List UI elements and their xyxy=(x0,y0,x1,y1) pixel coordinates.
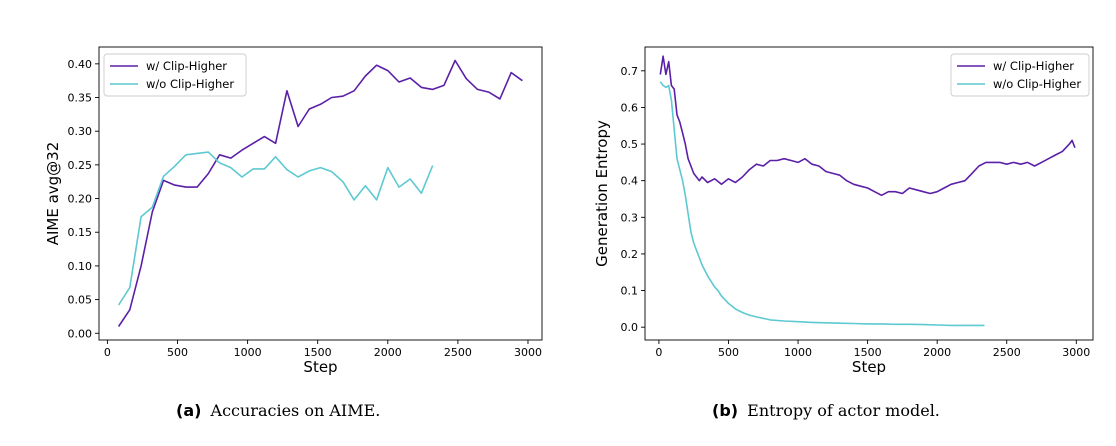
series-line-with xyxy=(659,55,1076,197)
y-tick-label: 0.4 xyxy=(621,175,639,188)
legend-box xyxy=(103,53,247,97)
legend-label: w/ Clip-Higher xyxy=(993,59,1074,73)
legend-label: w/o Clip-Higher xyxy=(993,77,1081,91)
caption-a: (a) Accuracies on AIME. xyxy=(176,401,380,420)
y-axis-label: AIME avg@32 xyxy=(44,142,62,246)
x-tick-label: 500 xyxy=(167,346,188,359)
caption-b-tag: (b) xyxy=(712,401,739,420)
caption-b: (b) Entropy of actor model. xyxy=(712,401,940,420)
y-tick-label: 0.0 xyxy=(621,321,639,334)
caption-b-text: Entropy of actor model. xyxy=(747,401,940,420)
x-tick-label: 1000 xyxy=(234,346,262,359)
y-tick-label: 0.5 xyxy=(621,138,639,151)
x-tick-label: 1500 xyxy=(304,346,332,359)
x-tick-label: 2000 xyxy=(923,346,951,359)
x-axis-label: Step xyxy=(852,358,886,376)
series-line-without xyxy=(659,81,985,327)
legend-box xyxy=(950,53,1090,97)
accuracy-chart: 0 500 1000 1500 2000 2500 3000 0.00 0.05 0.10 0.15… xyxy=(44,46,543,376)
y-tick-label: 0.05 xyxy=(68,294,93,307)
y-tick-label: 0.00 xyxy=(68,327,93,340)
x-tick-label: 2000 xyxy=(374,346,402,359)
legend-label: w/ Clip-Higher xyxy=(146,59,227,73)
series-line-without xyxy=(117,151,434,306)
caption-a-tag: (a) xyxy=(176,401,202,420)
x-tick-label: 3000 xyxy=(514,346,542,359)
x-tick-label: 0 xyxy=(104,346,111,359)
entropy-chart: 0 500 1000 1500 2000 2500 3000 0.0 0.1 0.2 0.3 0.4 0… xyxy=(593,46,1094,376)
x-tick-label: 2500 xyxy=(993,346,1021,359)
y-tick-label: 0.15 xyxy=(68,226,93,239)
x-tick-label: 1000 xyxy=(784,346,812,359)
x-tick-label: 2500 xyxy=(444,346,472,359)
y-tick-label: 0.3 xyxy=(621,211,639,224)
y-tick-label: 0.10 xyxy=(68,260,93,273)
y-tick-label: 0.30 xyxy=(68,125,93,138)
x-tick-label: 3000 xyxy=(1062,346,1090,359)
x-tick-label: 0 xyxy=(655,346,662,359)
y-tick-label: 0.40 xyxy=(68,58,93,71)
y-axis-label: Generation Entropy xyxy=(593,120,611,267)
y-tick-label: 0.1 xyxy=(621,285,639,298)
caption-a-text: Accuracies on AIME. xyxy=(210,401,381,420)
series-line-with xyxy=(117,59,523,327)
y-tick-label: 0.6 xyxy=(621,101,639,114)
y-tick-label: 0.35 xyxy=(68,92,93,105)
plot-frame xyxy=(644,46,1094,341)
legend-label: w/o Clip-Higher xyxy=(146,77,234,91)
x-tick-label: 1500 xyxy=(854,346,882,359)
y-tick-label: 0.20 xyxy=(68,193,93,206)
x-tick-label: 500 xyxy=(718,346,739,359)
x-axis-label: Step xyxy=(303,358,337,376)
y-tick-label: 0.2 xyxy=(621,248,639,261)
y-tick-label: 0.7 xyxy=(621,65,639,78)
y-tick-label: 0.25 xyxy=(68,159,93,172)
plot-frame xyxy=(98,46,543,341)
